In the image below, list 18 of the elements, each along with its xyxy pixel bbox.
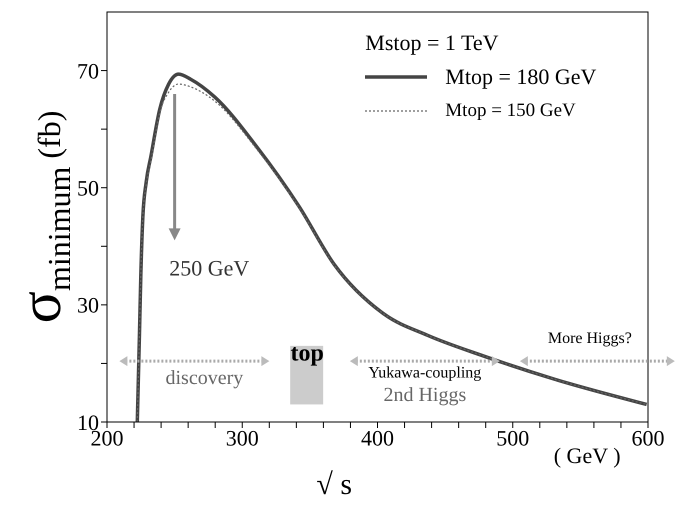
annotation: discovery bbox=[165, 366, 244, 389]
text: ( GeV ) bbox=[554, 443, 621, 468]
legend-label: Mtop = 150 GeV bbox=[445, 99, 576, 123]
y-tick-label: 50 bbox=[77, 176, 99, 201]
x-tick-label: 400 bbox=[361, 426, 394, 451]
x-axis-title: √ s bbox=[316, 468, 352, 501]
y-tick-label: 70 bbox=[77, 58, 99, 84]
x-tick-label: 600 bbox=[632, 426, 664, 451]
annotation: top bbox=[290, 340, 324, 366]
x-tick-label: 300 bbox=[226, 426, 259, 451]
annotation: Yukawa-coupling bbox=[368, 364, 482, 382]
annotation: 250 GeV bbox=[169, 256, 250, 281]
y-tick-label: 30 bbox=[77, 292, 99, 318]
annotation: More Higgs? bbox=[548, 330, 632, 347]
legend-title: Mstop = 1 TeV bbox=[364, 29, 500, 57]
legend-label: Mtop = 180 GeV bbox=[445, 63, 596, 91]
annotation: 2nd Higgs bbox=[383, 384, 466, 406]
x-tick-label: 500 bbox=[496, 426, 530, 451]
